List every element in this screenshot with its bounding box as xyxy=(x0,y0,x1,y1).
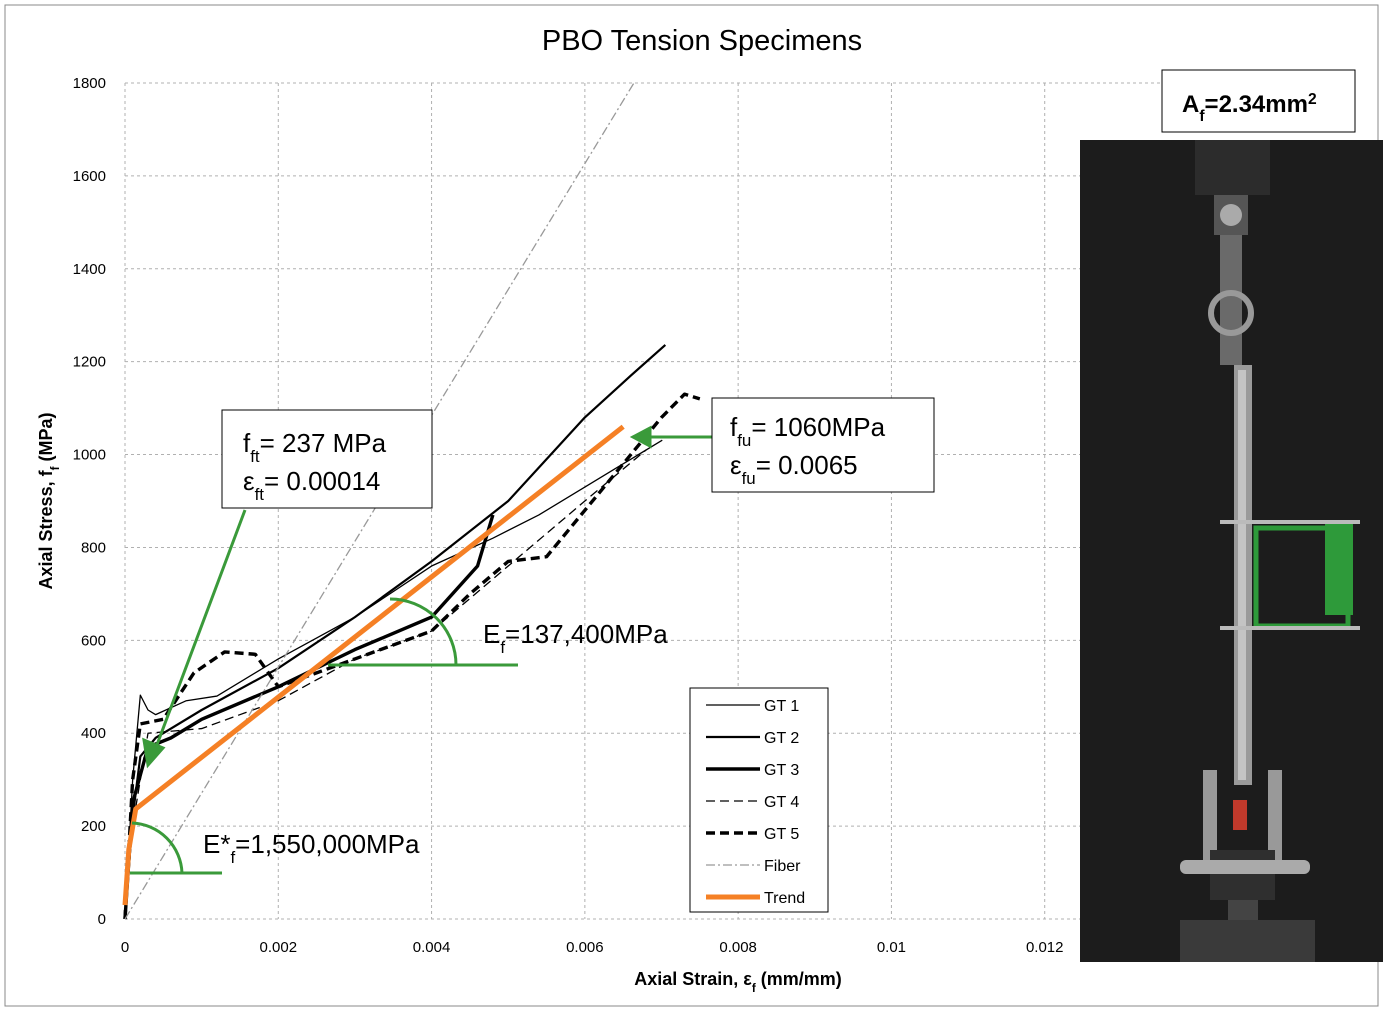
annotation-text-rest: =137,400MPa xyxy=(505,619,668,649)
annotation-text-main: E xyxy=(483,619,500,649)
annotation-text-main: f xyxy=(730,412,738,442)
annotation-graphics xyxy=(130,425,712,875)
x-tick-label: 0.004 xyxy=(413,939,451,956)
x-axis-label: Axial Strain, εf (mm/mm) xyxy=(634,969,842,995)
annotation-text: E*f=1,550,000MPa xyxy=(203,829,420,867)
annotation-text-sub: f xyxy=(1199,108,1205,125)
annotation-text-main: ε xyxy=(730,450,742,480)
y-tick-label: 1000 xyxy=(73,447,106,464)
annotation-text-rest: =1,550,000MPa xyxy=(235,829,420,859)
y-axis-label-main: Axial Stress, f xyxy=(36,469,56,589)
y-tick-label: 1200 xyxy=(73,354,106,371)
annotation-text-rest: = 1060MPa xyxy=(751,412,885,442)
annotation-text: Af=2.34mm2 xyxy=(1182,91,1317,125)
grid: 0 200 400 600 800 1000 1200 1400 1600 1800 0 0.002 0… xyxy=(36,75,1198,995)
annotation-text-rest: = 0.00014 xyxy=(264,466,380,496)
annotation-text-rest: =2.34mm xyxy=(1205,91,1308,118)
annotation-text-sub: f xyxy=(230,848,235,867)
annotation-text-rest: = 237 MPa xyxy=(260,428,387,458)
series-line xyxy=(123,392,701,920)
x-axis-label-sub: f xyxy=(752,982,756,995)
annotation-text-sub: ft xyxy=(250,447,260,466)
x-tick-label: 0.006 xyxy=(566,939,604,956)
annotation-text-main: A xyxy=(1182,91,1199,118)
specimen-photo xyxy=(1080,140,1383,962)
annotation-text: εfu= 0.0065 xyxy=(730,450,858,488)
annotation-box xyxy=(221,409,433,509)
y-tick-label: 400 xyxy=(81,725,106,742)
series-line xyxy=(123,344,667,920)
x-tick-label: 0 xyxy=(121,939,129,956)
x-tick-label: 0.01 xyxy=(877,939,906,956)
annotation-text-rest: = 0.0065 xyxy=(756,450,858,480)
legend-label: Fiber xyxy=(764,858,801,875)
legend-label: GT 3 xyxy=(764,762,799,779)
annotation-text: ffu= 1060MPa xyxy=(730,412,886,450)
annotation-text-main: E* xyxy=(203,829,230,859)
y-tick-label: 0 xyxy=(98,911,106,928)
series-line xyxy=(122,424,625,906)
x-axis-label-main: Axial Strain, ε xyxy=(634,969,752,989)
legend: GT 1 GT 2 GT 3 GT 4 GT 5 Fiber Trend xyxy=(689,687,829,913)
legend-label: GT 4 xyxy=(764,794,799,811)
annotation-text-sup: 2 xyxy=(1308,91,1317,108)
y-axis-label: Axial Stress, ff (MPa) xyxy=(36,413,62,590)
annotation-text-sub: f xyxy=(500,638,505,657)
legend-label: GT 2 xyxy=(764,730,799,747)
legend-label: GT 1 xyxy=(764,698,799,715)
x-tick-label: 0.002 xyxy=(260,939,298,956)
annotation-text: Ef=137,400MPa xyxy=(483,619,668,657)
legend-label: GT 5 xyxy=(764,826,799,843)
annotation-box xyxy=(1161,69,1356,133)
annotation-text-sub: ft xyxy=(255,485,265,504)
x-tick-label: 0.008 xyxy=(719,939,757,956)
y-tick-label: 1400 xyxy=(73,261,106,278)
annotation-box xyxy=(711,397,935,493)
annotation-text-main: f xyxy=(243,428,251,458)
annotation-text: fft= 237 MPa xyxy=(243,428,387,466)
legend-label: Trend xyxy=(764,890,805,907)
y-tick-label: 1600 xyxy=(73,168,106,185)
legend-box xyxy=(689,687,829,913)
y-tick-label: 600 xyxy=(81,632,106,649)
y-tick-label: 1800 xyxy=(73,75,106,92)
x-axis-label-rest: (mm/mm) xyxy=(756,969,842,989)
series-line xyxy=(123,514,495,920)
annotation-text-main: ε xyxy=(243,466,255,496)
x-tick-label: 0.012 xyxy=(1026,939,1064,956)
annotation-text: εft= 0.00014 xyxy=(243,466,380,504)
chart-title: PBO Tension Specimens xyxy=(542,25,862,57)
y-tick-label: 800 xyxy=(81,539,106,556)
y-axis-label-rest: (MPa) xyxy=(36,413,56,467)
series-line xyxy=(124,439,663,920)
series-line xyxy=(124,449,647,920)
annotation-text-sub: fu xyxy=(737,431,751,450)
y-axis-label-sub: f xyxy=(49,466,62,470)
annotation-text-sub: fu xyxy=(742,469,756,488)
y-tick-label: 200 xyxy=(81,818,106,835)
